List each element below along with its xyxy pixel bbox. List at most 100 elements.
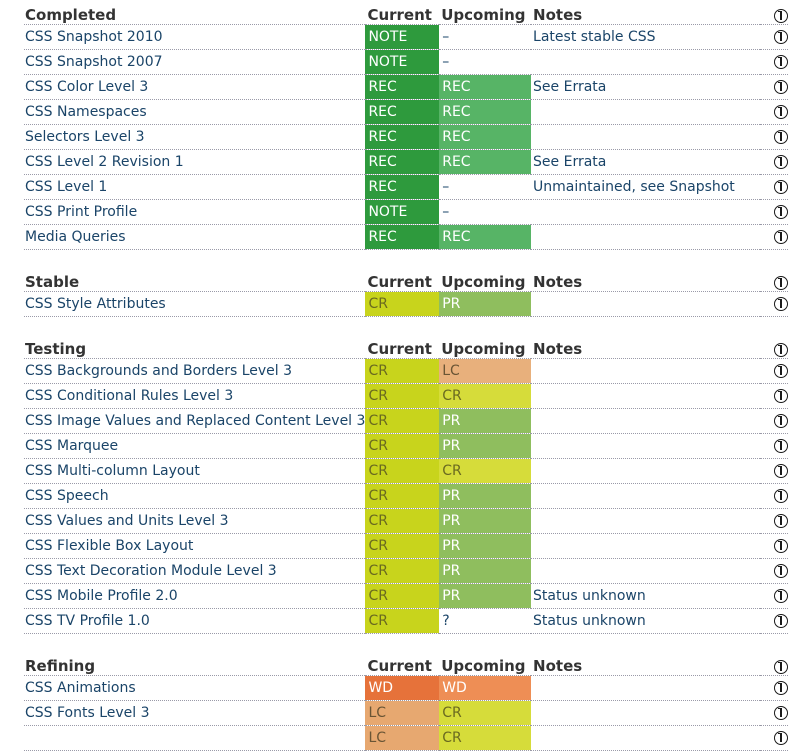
info-icon[interactable] [774, 659, 788, 674]
info-icon[interactable] [774, 105, 788, 119]
info-icon[interactable] [774, 414, 788, 428]
info-icon[interactable] [774, 342, 788, 357]
info-icon[interactable] [774, 180, 788, 194]
spec-name-link[interactable]: CSS Marquee [24, 433, 366, 459]
spec-name-link[interactable]: CSS Level 2 Revision 1 [24, 149, 366, 175]
spec-name-link[interactable]: CSS Values and Units Level 3 [24, 508, 366, 534]
current-status[interactable]: NOTE [365, 24, 440, 50]
current-status[interactable]: CR [365, 608, 440, 634]
info-icon[interactable] [774, 681, 788, 695]
info-icon[interactable] [774, 731, 788, 745]
info-icon[interactable] [774, 464, 788, 478]
spec-name-link[interactable]: CSS Mobile Profile 2.0 [24, 583, 366, 609]
notes-cell: See Errata [531, 74, 761, 100]
spec-name-link[interactable]: CSS Backgrounds and Borders Level 3 [24, 358, 366, 384]
info-icon[interactable] [774, 55, 788, 69]
upcoming-status: REC [439, 124, 532, 150]
info-icon[interactable] [774, 130, 788, 144]
upcoming-status: PR [439, 558, 532, 584]
spec-row: CSS Snapshot 2010 NOTE – Latest stable CSS [24, 24, 788, 50]
info-icon[interactable] [774, 230, 788, 244]
info-icon[interactable] [774, 564, 788, 578]
info-icon[interactable] [774, 389, 788, 403]
current-status[interactable]: REC [365, 149, 440, 175]
column-header-current: Current [365, 651, 440, 676]
spec-name-link[interactable]: CSS Snapshot 2007 [24, 49, 366, 75]
notes-cell: Status unknown [531, 583, 761, 609]
info-icon[interactable] [774, 205, 788, 219]
info-icon[interactable] [774, 364, 788, 378]
current-status[interactable]: CR [365, 583, 440, 609]
upcoming-status: PR [439, 583, 532, 609]
info-icon[interactable] [774, 514, 788, 528]
current-status[interactable]: CR [365, 458, 440, 484]
info-icon[interactable] [774, 439, 788, 453]
info-icon[interactable] [774, 297, 788, 311]
upcoming-status: CR [439, 458, 532, 484]
spec-name-link[interactable]: CSS Style Attributes [24, 291, 366, 317]
section-spacer [24, 250, 788, 268]
notes-cell [531, 124, 761, 150]
info-icon[interactable] [774, 155, 788, 169]
spec-name-link[interactable]: CSS Animations [24, 675, 366, 701]
info-icon[interactable] [774, 30, 788, 44]
current-status[interactable]: CR [365, 483, 440, 509]
spec-name-link[interactable]: CSS Conditional Rules Level 3 [24, 383, 366, 409]
section-header-row: Refining Current Upcoming Notes [24, 651, 788, 676]
current-status[interactable]: CR [365, 433, 440, 459]
current-status[interactable]: CR [365, 558, 440, 584]
spec-name-link[interactable]: CSS Color Level 3 [24, 74, 366, 100]
current-status[interactable]: NOTE [365, 199, 440, 225]
spec-name-link[interactable]: CSS TV Profile 1.0 [24, 608, 366, 634]
spec-name-link[interactable]: CSS Snapshot 2010 [24, 24, 366, 50]
current-status[interactable]: REC [365, 224, 440, 250]
spec-name-link[interactable]: CSS Level 1 [24, 174, 366, 200]
info-icon[interactable] [774, 489, 788, 503]
spec-name-link[interactable]: CSS Flexible Box Layout [24, 533, 366, 559]
current-status[interactable]: LC [365, 700, 440, 726]
spec-name-link[interactable]: Selectors Level 3 [24, 124, 366, 150]
header-info-cell [760, 267, 788, 292]
spec-row: CSS Mobile Profile 2.0 CR PR Status unknown [24, 583, 788, 609]
spec-name-link[interactable]: CSS Multi-column Layout [24, 458, 366, 484]
column-header-current: Current [365, 334, 440, 359]
notes-cell [531, 433, 761, 459]
spec-name-link[interactable]: CSS Speech [24, 483, 366, 509]
current-status[interactable]: CR [365, 533, 440, 559]
current-status[interactable]: CR [365, 358, 440, 384]
current-status[interactable]: WD [365, 675, 440, 701]
info-icon[interactable] [774, 8, 788, 23]
spacer-cell [24, 317, 788, 335]
notes-cell [531, 700, 761, 726]
notes-cell [531, 49, 761, 75]
notes-cell: Status unknown [531, 608, 761, 634]
column-header-current: Current [365, 0, 440, 25]
current-status[interactable]: REC [365, 74, 440, 100]
info-icon[interactable] [774, 275, 788, 290]
spec-name-link[interactable]: CSS Namespaces [24, 99, 366, 125]
info-icon[interactable] [774, 614, 788, 628]
spec-name-link[interactable]: Media Queries [24, 224, 366, 250]
current-status[interactable]: REC [365, 124, 440, 150]
current-status[interactable]: CR [365, 291, 440, 317]
spec-row: CSS Backgrounds and Borders Level 3 CR LC [24, 358, 788, 384]
spec-name-link[interactable]: CSS Fonts Level 3 [24, 700, 366, 726]
spec-name-link[interactable] [24, 725, 366, 751]
spec-name-link[interactable]: CSS Text Decoration Module Level 3 [24, 558, 366, 584]
current-status[interactable]: CR [365, 508, 440, 534]
info-icon[interactable] [774, 80, 788, 94]
current-status[interactable]: REC [365, 99, 440, 125]
notes-cell [531, 408, 761, 434]
upcoming-status: – [439, 49, 532, 75]
info-cell [760, 675, 788, 701]
info-icon[interactable] [774, 539, 788, 553]
spec-name-link[interactable]: CSS Print Profile [24, 199, 366, 225]
spec-name-link[interactable]: CSS Image Values and Replaced Content Le… [24, 408, 366, 434]
current-status[interactable]: NOTE [365, 49, 440, 75]
current-status[interactable]: REC [365, 174, 440, 200]
info-icon[interactable] [774, 706, 788, 720]
current-status[interactable]: CR [365, 408, 440, 434]
current-status[interactable]: LC [365, 725, 440, 751]
info-icon[interactable] [774, 589, 788, 603]
current-status[interactable]: CR [365, 383, 440, 409]
